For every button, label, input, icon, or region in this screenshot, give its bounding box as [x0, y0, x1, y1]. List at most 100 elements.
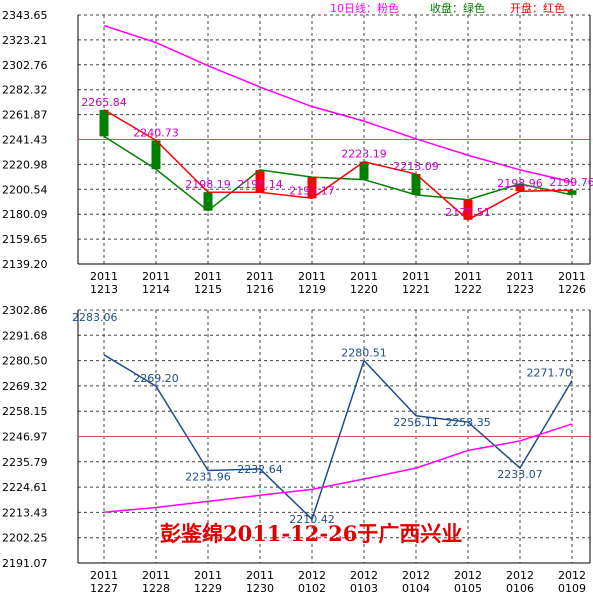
- data-label: 2283.06: [72, 311, 118, 324]
- x-tick-label-year: 2011: [194, 270, 222, 283]
- x-tick-label-date: 1221: [402, 283, 430, 296]
- data-label: 2193.17: [289, 184, 335, 197]
- candle-down: [151, 140, 161, 170]
- y-tick-label: 2291.68: [2, 329, 48, 342]
- x-tick-label-date: 0103: [350, 582, 378, 593]
- data-label: 2175.51: [445, 206, 491, 219]
- x-tick-label-date: 1216: [246, 283, 274, 296]
- x-tick-label-year: 2012: [298, 569, 326, 582]
- data-label: 2233.07: [497, 468, 543, 481]
- chart-legend: 10日线：粉色 收盘：绿色 开盘：红色: [330, 1, 565, 15]
- candle-down: [99, 109, 109, 137]
- data-label: 2231.96: [185, 470, 231, 483]
- data-label: 2265.84: [81, 96, 127, 109]
- x-tick-label-year: 2011: [558, 270, 586, 283]
- y-tick-label: 2224.61: [2, 481, 48, 494]
- x-tick-label-date: 1215: [194, 283, 222, 296]
- x-tick-label-year: 2012: [506, 569, 534, 582]
- candle-up: [255, 169, 265, 193]
- data-label: 2213.09: [393, 160, 439, 173]
- x-tick-label-year: 2012: [402, 569, 430, 582]
- y-tick-label: 2302.76: [2, 59, 48, 72]
- data-label: 2198.19: [185, 178, 231, 191]
- y-tick-label: 2213.43: [2, 506, 48, 519]
- y-tick-label: 2246.97: [2, 431, 48, 444]
- y-tick-label: 2323.21: [2, 34, 48, 47]
- candle-up: [515, 183, 525, 192]
- candle-up: [307, 177, 317, 199]
- ma10-line: [103, 24, 573, 183]
- x-tick-label-year: 2011: [90, 569, 118, 582]
- x-tick-label-year: 2011: [142, 569, 170, 582]
- x-tick-label-year: 2011: [246, 569, 274, 582]
- data-label: 2198.14: [237, 178, 283, 191]
- y-tick-label: 2282.32: [2, 84, 48, 97]
- y-tick-label: 2258.15: [2, 405, 48, 418]
- x-tick-label-date: 1228: [142, 582, 170, 593]
- watermark-text: 彭鉴绵2011-12-26于广西兴业: [160, 521, 462, 546]
- x-tick-label-year: 2011: [142, 270, 170, 283]
- data-label: 2280.51: [341, 347, 387, 360]
- x-tick-label-date: 1213: [90, 283, 118, 296]
- data-label: 2232.64: [237, 463, 283, 476]
- y-tick-label: 2220.98: [2, 158, 48, 171]
- x-tick-label-date: 1229: [194, 582, 222, 593]
- candle-down: [203, 192, 213, 211]
- x-tick-label-date: 0109: [558, 582, 586, 593]
- data-label: 2269.20: [133, 372, 179, 385]
- open-line: [103, 109, 573, 221]
- x-tick-label-date: 1226: [558, 283, 586, 296]
- candle-down: [567, 190, 577, 195]
- data-label: 2253.35: [445, 416, 491, 429]
- y-tick-label: 2139.20: [2, 258, 48, 271]
- close-line: [103, 135, 573, 212]
- candle-down: [411, 174, 421, 195]
- series-line-2: [103, 423, 573, 513]
- candle-up: [463, 199, 473, 220]
- data-label: 2198.96: [497, 177, 543, 190]
- x-tick-label-year: 2011: [506, 270, 534, 283]
- x-tick-label-date: 1219: [298, 283, 326, 296]
- y-tick-label: 2191.07: [2, 557, 48, 570]
- x-tick-label-year: 2012: [454, 569, 482, 582]
- y-tick-label: 2202.25: [2, 532, 48, 545]
- data-label: 2223.19: [341, 148, 387, 161]
- y-tick-label: 2302.86: [2, 304, 48, 317]
- y-tick-label: 2343.65: [2, 9, 48, 22]
- x-tick-label-year: 2011: [90, 270, 118, 283]
- y-tick-label: 2280.50: [2, 355, 48, 368]
- y-tick-label: 2241.43: [2, 134, 48, 147]
- data-label: 2199.76: [549, 176, 593, 189]
- top-candlestick-panel: 2343.65 2323.21 2302.76 2282.32 2261.87 2241.…: [2, 9, 593, 296]
- candle-down: [359, 161, 369, 180]
- x-tick-label-year: 2011: [454, 270, 482, 283]
- x-tick-label-date: 0105: [454, 582, 482, 593]
- x-tick-label-year: 2011: [350, 270, 378, 283]
- x-tick-label-year: 2011: [246, 270, 274, 283]
- bottom-line-panel: 2302.86 2291.68 2280.50 2269.32 2258.15 2246.…: [2, 304, 591, 593]
- x-tick-label-year: 2012: [350, 569, 378, 582]
- data-label: 2271.70: [527, 367, 573, 380]
- y-tick-label: 2180.09: [2, 208, 48, 221]
- x-tick-label-date: 0102: [298, 582, 326, 593]
- x-tick-label-year: 2011: [194, 569, 222, 582]
- x-tick-label-year: 2011: [402, 270, 430, 283]
- x-tick-label-date: 1222: [454, 283, 482, 296]
- x-tick-label-date: 1230: [246, 582, 274, 593]
- y-tick-label: 2235.79: [2, 456, 48, 469]
- x-tick-label-year: 2011: [298, 270, 326, 283]
- y-tick-label: 2261.87: [2, 109, 48, 122]
- x-tick-label-date: 1227: [90, 582, 118, 593]
- x-tick-label-date: 1223: [506, 283, 534, 296]
- data-label: 2240.73: [133, 126, 179, 139]
- x-tick-label-year: 2012: [558, 569, 586, 582]
- x-tick-label-date: 0106: [506, 582, 534, 593]
- x-tick-label-date: 0104: [402, 582, 430, 593]
- x-tick-label-date: 1220: [350, 283, 378, 296]
- legend-ma10: 10日线：粉色: [330, 1, 399, 15]
- x-tick-label-date: 1214: [142, 283, 170, 296]
- y-tick-label: 2200.54: [2, 183, 48, 196]
- y-tick-label: 2159.65: [2, 233, 48, 246]
- data-label: 2256.11: [393, 416, 439, 429]
